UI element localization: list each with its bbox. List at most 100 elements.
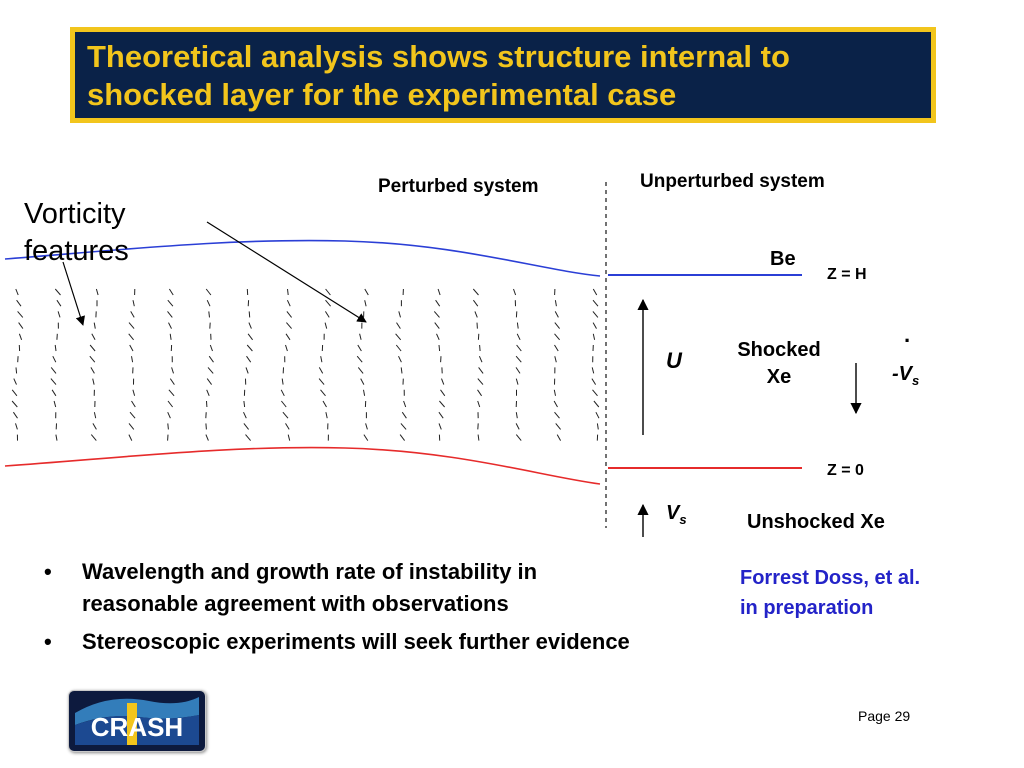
vorticity-dash [167, 411, 171, 419]
vorticity-dash [89, 355, 96, 363]
vorticity-dash [477, 400, 481, 408]
neg-vs-text: -V [892, 363, 912, 385]
vorticity-dash [169, 378, 175, 385]
vorticity-dash [132, 300, 135, 307]
vorticity-dash [592, 322, 597, 329]
vorticity-dash [515, 367, 521, 374]
vorticity-dash [556, 434, 562, 441]
vorticity-dash [478, 367, 484, 374]
vorticity-dash [395, 344, 402, 352]
vorticity-dash [12, 411, 18, 419]
vorticity-dash [91, 333, 96, 341]
citation: Forrest Doss, et al. in preparation [740, 563, 920, 623]
vorticity-dash [168, 322, 172, 329]
vorticity-dash [438, 423, 442, 430]
vorticity-dash [479, 344, 481, 352]
vorticity-dash [477, 389, 483, 397]
vorticity-dash [167, 299, 174, 307]
vorticity-dash [474, 311, 478, 318]
vorticity-dash [53, 400, 57, 408]
vorticity-dash [592, 389, 598, 397]
vorticity-dash [51, 389, 57, 397]
vorticity-dash [398, 311, 401, 318]
vorticity-dash [554, 356, 557, 363]
vorticity-dash [287, 288, 289, 296]
vorticity-dash [554, 311, 559, 318]
vorticity-dash [208, 311, 210, 318]
vorticity-features-label: Vorticity features [24, 196, 129, 270]
vorticity-dash [400, 367, 403, 374]
vs-text: V [666, 502, 680, 524]
vorticity-dash [50, 367, 57, 374]
u-label: U [666, 348, 682, 373]
vorticity-dash [591, 378, 597, 385]
vorticity-dash [554, 300, 557, 307]
vorticity-dash [515, 412, 518, 419]
be-label: Be [770, 248, 796, 270]
vorticity-dash [595, 411, 600, 419]
page-number: Page 29 [858, 708, 911, 724]
vorticity-dash [434, 322, 440, 329]
vorticity-dash [592, 299, 599, 307]
vorticity-dash [433, 311, 440, 318]
neg-vs-subscript: s [912, 373, 920, 388]
vs-label: Vs [666, 502, 687, 527]
vorticity-dash [553, 400, 558, 408]
vorticity-dash [478, 356, 483, 363]
vorticity-dash [15, 423, 18, 430]
vorticity-dash [52, 355, 57, 363]
vorticity-dash [320, 356, 323, 363]
vorticity-dash [243, 400, 246, 408]
vorticity-dash [128, 322, 135, 329]
vorticity-dash [55, 434, 58, 441]
vorticity-dash [592, 333, 596, 340]
vorticity-dash [245, 367, 249, 374]
vorticity-dash [553, 389, 556, 396]
vorticity-dash [285, 344, 288, 352]
perturbed-bottom-interface [4, 446, 601, 485]
vorticity-dash [54, 344, 57, 352]
vorticity-dash [129, 344, 134, 352]
crash-logo-graphic: CRASH [75, 697, 199, 745]
vorticity-dash [324, 322, 328, 329]
vorticity-dash [555, 423, 561, 430]
vorticity-dash [359, 333, 362, 340]
vorticity-dash [281, 378, 284, 385]
vorticity-dash [554, 411, 560, 419]
vorticity-dash [398, 355, 402, 363]
vorticity-dash [472, 288, 479, 296]
vorticity-dash [92, 378, 95, 385]
vorticity-dash [128, 423, 135, 430]
vorticity-dash [318, 378, 325, 385]
vorticity-dash [246, 344, 253, 352]
bullet-1-line2: reasonable agreement with observations [82, 591, 509, 616]
vorticity-dash [357, 344, 362, 352]
vorticity-dash [436, 333, 440, 341]
vorticity-dash [472, 299, 479, 307]
vorticity-dash [93, 412, 97, 419]
vorticity-dash [243, 423, 249, 430]
vorticity-dash [320, 389, 326, 397]
vorticity-dash [54, 288, 61, 296]
vorticity-dash [247, 333, 254, 341]
vorticity-dash [477, 434, 480, 441]
vorticity-dash [439, 400, 445, 408]
vorticity-dash [281, 400, 287, 408]
vorticity-dash [168, 288, 174, 296]
vorticity-dash [168, 389, 175, 397]
vorticity-dash [437, 288, 441, 296]
vorticity-dash [364, 300, 367, 307]
vorticity-dash [209, 344, 213, 352]
vorticity-dash [515, 434, 522, 441]
crash-logo: CRASH [68, 690, 206, 752]
vorticity-dash [516, 333, 521, 341]
vorticity-dash [285, 333, 291, 341]
perturbed-system-label: Perturbed system [378, 176, 539, 197]
slide-title: Theoretical analysis shows structure int… [87, 39, 790, 112]
vorticity-dash [516, 322, 519, 329]
slide-title-box: Theoretical analysis shows structure int… [70, 27, 936, 123]
vorticity-dash [477, 378, 484, 385]
unshocked-xe-label: Unshocked Xe [747, 511, 885, 533]
vorticity-dash [286, 311, 292, 318]
